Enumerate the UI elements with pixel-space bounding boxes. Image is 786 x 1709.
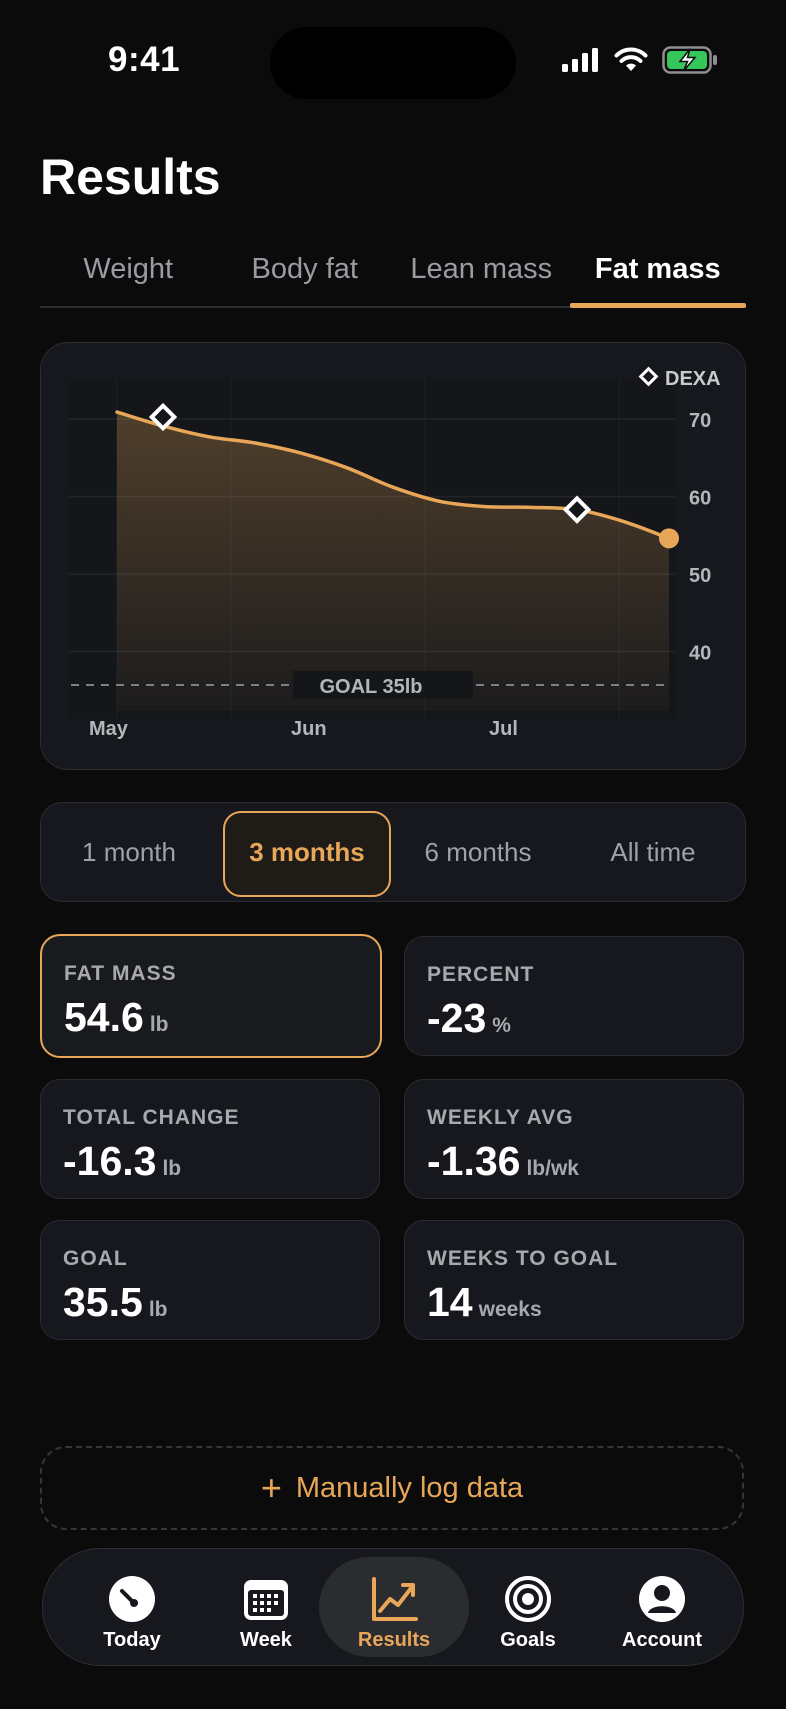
stat-goal[interactable]: GOAL 35.5 lb [40, 1220, 380, 1340]
goal-label: GOAL 35lb [320, 676, 423, 698]
dexa-point [148, 402, 178, 432]
page-title: Results [40, 149, 221, 205]
cellular-signal-icon [562, 48, 598, 72]
nav-goals[interactable]: Goals [453, 1557, 603, 1657]
time-range-selector: 1 month 3 months 6 months All time [40, 802, 746, 902]
wifi-icon [614, 47, 648, 71]
chart-svg: 70 60 50 40 GOAL 35lb DEXA May Jun Jul [69, 366, 721, 740]
y-tick-label: 40 [689, 643, 711, 665]
range-6-months[interactable]: 6 months [424, 837, 532, 867]
battery-charging-icon [662, 46, 717, 74]
tab-weight[interactable]: Weight [83, 253, 174, 285]
status-time: 9:41 [108, 40, 181, 79]
nav-label: Results [357, 1629, 431, 1651]
dynamic-island [270, 27, 516, 99]
metric-tabs: Weight Body fat Lean mass Fat mass [40, 236, 746, 308]
nav-today[interactable]: Today [57, 1557, 207, 1657]
nav-results[interactable]: Results [319, 1557, 469, 1657]
y-tick-label: 50 [689, 565, 711, 587]
stat-value: -16.3 lb [63, 1138, 182, 1184]
stat-label: FAT MASS [64, 962, 177, 985]
tab-fat-mass[interactable]: Fat mass [569, 236, 747, 308]
range-all-time[interactable]: All time [610, 837, 696, 867]
stat-label: GOAL [63, 1247, 128, 1270]
nav-week[interactable]: Week [191, 1557, 341, 1657]
dexa-legend-label: DEXA [665, 368, 721, 390]
stat-value: 14 weeks [427, 1279, 542, 1325]
stat-label: WEEKS TO GOAL [427, 1247, 619, 1270]
fat-mass-area [117, 412, 669, 711]
trend-chart-icon [372, 1577, 418, 1621]
nav-label: Today [103, 1629, 161, 1651]
account-icon [639, 1576, 685, 1622]
stat-label: WEEKLY AVG [427, 1106, 574, 1129]
x-tick-label: Jul [489, 718, 518, 740]
x-tick-label: Jun [291, 718, 327, 740]
goal-label-bg [293, 671, 473, 699]
status-icons [562, 46, 718, 74]
nav-label: Account [622, 1629, 702, 1651]
nav-account[interactable]: Account [587, 1557, 737, 1657]
stat-percent[interactable]: PERCENT -23% [404, 936, 744, 1056]
range-3-months[interactable]: 3 months [223, 811, 391, 897]
manually-log-label: Manually log data [295, 1471, 524, 1504]
tab-lean-mass[interactable]: Lean mass [410, 253, 553, 285]
current-point [659, 528, 679, 549]
dexa-legend-icon [638, 366, 659, 387]
stat-total-change[interactable]: TOTAL CHANGE -16.3 lb [40, 1079, 380, 1199]
fat-mass-chart: 70 60 50 40 GOAL 35lb DEXA May Jun Jul [40, 342, 746, 770]
stat-value: 35.5 lb [63, 1279, 168, 1325]
stat-value: 54.6 lb [64, 994, 169, 1040]
dexa-point [562, 495, 592, 524]
calendar-icon [244, 1580, 288, 1620]
bottom-nav: Today Week Results Goals [42, 1548, 744, 1666]
stat-value: -23% [427, 995, 511, 1041]
y-tick-label: 60 [689, 488, 711, 510]
stat-label: PERCENT [427, 963, 535, 986]
range-1-month[interactable]: 1 month [82, 837, 176, 867]
nav-label: Week [240, 1629, 292, 1651]
gauge-icon [109, 1576, 155, 1622]
nav-label: Goals [500, 1629, 556, 1651]
y-tick-label: 70 [689, 410, 711, 432]
stat-weeks-to-goal[interactable]: WEEKS TO GOAL 14 weeks [404, 1220, 744, 1340]
manually-log-data-button[interactable]: + Manually log data [40, 1446, 744, 1530]
x-tick-label: May [89, 718, 129, 740]
stat-label: TOTAL CHANGE [63, 1106, 240, 1129]
plus-icon: + [260, 1467, 282, 1508]
stat-weekly-avg[interactable]: WEEKLY AVG -1.36 lb/wk [404, 1079, 744, 1199]
stat-value: -1.36 lb/wk [427, 1138, 579, 1184]
stat-fat-mass[interactable]: FAT MASS 54.6 lb [40, 934, 382, 1058]
tab-body-fat[interactable]: Body fat [251, 253, 358, 285]
target-icon [505, 1576, 551, 1622]
